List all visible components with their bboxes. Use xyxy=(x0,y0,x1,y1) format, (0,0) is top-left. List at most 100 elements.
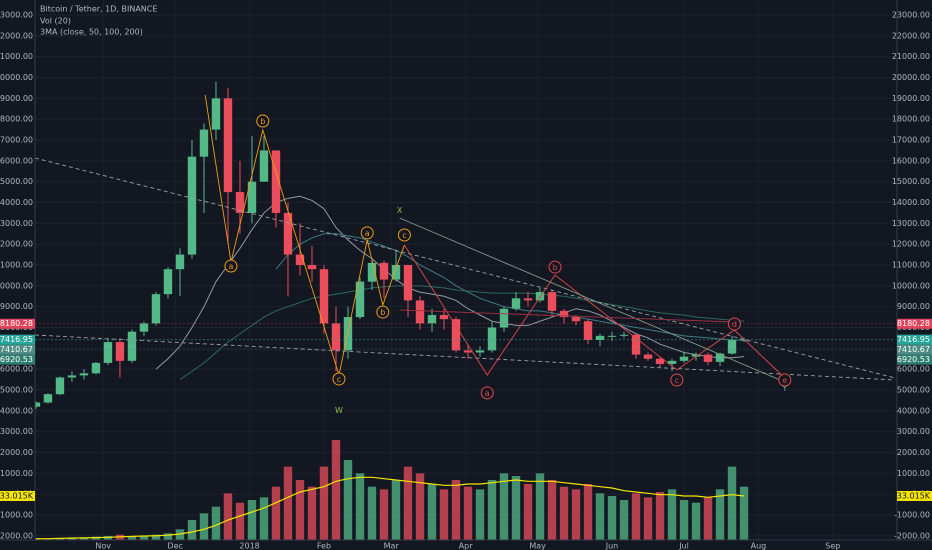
volume-pane xyxy=(31,440,749,540)
wave-marker xyxy=(397,228,411,242)
wave-marker xyxy=(548,260,562,274)
candle-body xyxy=(463,350,473,353)
price-label-box xyxy=(897,318,932,329)
x-tick-label: Feb xyxy=(317,542,331,550)
candle-body xyxy=(103,342,113,363)
volume-bar xyxy=(667,489,677,540)
price-label: 6920.53 xyxy=(0,355,33,364)
candle-body xyxy=(691,354,701,357)
volume-bar xyxy=(727,466,737,540)
price-label-box xyxy=(0,354,35,365)
y-tick-label: 23000.00 xyxy=(0,11,33,20)
candle-body xyxy=(583,321,593,340)
candle-body xyxy=(55,377,65,395)
volume-bar xyxy=(127,536,137,540)
y-tick-label: 1000.00 xyxy=(0,469,33,478)
candle-body xyxy=(283,212,293,255)
y-tick-label: 5000.00 xyxy=(897,386,930,395)
candle-body xyxy=(727,340,737,354)
candle-body xyxy=(319,269,329,324)
volume-bar xyxy=(679,500,689,540)
candle-body xyxy=(271,150,281,213)
y-tick-label: 18000.00 xyxy=(892,115,930,124)
candle-body xyxy=(655,358,665,364)
wave-label: b xyxy=(380,308,385,317)
x-tick-label: Jun xyxy=(605,542,619,550)
candle-body xyxy=(703,354,713,362)
x-tick-label: Dec xyxy=(167,542,182,550)
volume-bar xyxy=(379,489,389,540)
candle-body xyxy=(235,192,245,213)
candle-body xyxy=(211,98,221,130)
x-tick-label: Apr xyxy=(459,542,474,550)
volume-bar xyxy=(691,502,701,540)
y-tick-label: 3000.00 xyxy=(897,427,930,436)
candle-body xyxy=(151,294,161,324)
y-tick-label: 9000.00 xyxy=(0,302,33,311)
candle-body xyxy=(31,402,41,407)
volume-bar xyxy=(475,489,485,540)
wave-label: c xyxy=(402,231,406,240)
volume-bar xyxy=(79,537,89,540)
candle-body xyxy=(331,323,341,351)
y-tick-label: 15000.00 xyxy=(0,177,33,186)
drawing-line xyxy=(34,334,896,381)
y-tick-label: 19000.00 xyxy=(0,94,33,103)
price-label: 7410.67 xyxy=(0,345,33,354)
volume-bar xyxy=(415,473,425,540)
candle-body xyxy=(715,353,725,362)
volume-bar xyxy=(139,536,149,540)
candle-body xyxy=(139,323,149,332)
y-tick-label: -2000.00 xyxy=(0,531,33,540)
x-tick-label: Mar xyxy=(384,542,400,550)
y-tick-label: 2000.00 xyxy=(897,448,930,457)
y-tick-label: 22000.00 xyxy=(892,31,930,40)
candle-body xyxy=(475,350,485,353)
price-label-box xyxy=(897,344,932,355)
volume-bar xyxy=(439,489,449,540)
volume-bar xyxy=(31,538,41,540)
candle-body xyxy=(523,298,533,301)
price-label-box xyxy=(897,334,932,345)
wave-label: b xyxy=(260,117,265,126)
candle-body xyxy=(367,262,377,282)
y-tick-label: 12000.00 xyxy=(892,240,930,249)
x-tick-label: Aug xyxy=(751,542,767,550)
y-tick-label: 13000.00 xyxy=(0,219,33,228)
volume-label-box xyxy=(0,490,35,501)
candle-body xyxy=(499,308,509,328)
volume-bar xyxy=(187,520,197,540)
candle-body xyxy=(559,310,569,318)
indicator-label: Vol (20) xyxy=(40,17,71,26)
y-tick-label: 21000.00 xyxy=(892,52,930,61)
volume-bar xyxy=(427,484,437,540)
candle-body xyxy=(115,342,125,361)
volume-ma-line xyxy=(35,476,745,540)
y-tick-label: 15000.00 xyxy=(892,177,930,186)
candle-body xyxy=(739,339,749,341)
y-tick-label: 6000.00 xyxy=(0,365,33,374)
price-pane: a b c a b c X Wa b c d eY xyxy=(31,81,896,415)
y-tick-label: 13000.00 xyxy=(892,219,930,228)
price-label: 8180.28 xyxy=(0,319,33,328)
candle-body xyxy=(535,292,545,301)
price-label: 7410.67 xyxy=(897,345,930,354)
y-tick-label: 12000.00 xyxy=(0,240,33,249)
ma-line xyxy=(155,195,745,370)
candle-body xyxy=(259,150,269,182)
candle-body xyxy=(607,335,617,337)
wave-marker xyxy=(480,386,494,400)
y-tick-label: 3000.00 xyxy=(0,427,33,436)
y-tick-label: 4000.00 xyxy=(0,406,33,415)
candle-body xyxy=(571,317,581,322)
candle-body xyxy=(427,315,437,324)
volume-label-box xyxy=(897,490,932,501)
wave-label: W xyxy=(335,406,343,415)
wave-label: X xyxy=(397,206,403,215)
candle-body xyxy=(67,375,77,378)
volume-bar xyxy=(463,486,473,540)
volume-bar xyxy=(583,484,593,540)
